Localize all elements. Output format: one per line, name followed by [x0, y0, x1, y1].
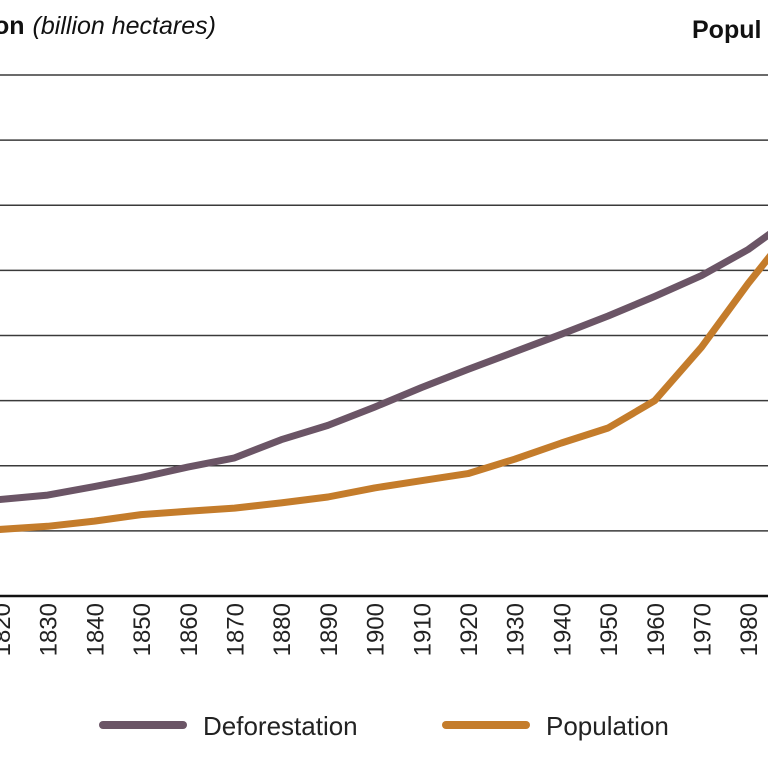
x-tick-label: 1840: [82, 603, 109, 656]
x-tick-label: 1890: [316, 603, 343, 656]
right-axis-title: Popul: [692, 16, 761, 44]
left-axis-title-bold: on: [0, 12, 25, 40]
x-tick-label: 1930: [503, 603, 530, 656]
x-tick-label: 1920: [456, 603, 483, 656]
x-tick-label: 1870: [223, 603, 250, 656]
x-tick-label: 1980: [736, 603, 763, 656]
x-tick-label: 1860: [176, 603, 203, 656]
x-tick-label: 1850: [129, 603, 156, 656]
x-tick-label: 1970: [690, 603, 717, 656]
x-tick-label: 1960: [643, 603, 670, 656]
x-tick-label: 1910: [409, 603, 436, 656]
series-line-population: [0, 252, 768, 533]
series-line-deforestation: [0, 230, 768, 504]
x-tick-label: 1830: [36, 603, 63, 656]
legend-label-population: Population: [546, 711, 669, 741]
x-tick-label: 1900: [363, 603, 390, 656]
left-axis-title: on (billion hectares): [0, 12, 216, 40]
left-axis-title-italic: (billion hectares): [33, 12, 216, 40]
right-axis-title-bold: Popul: [692, 16, 761, 44]
series-lines: [0, 230, 768, 533]
x-tick-label: 1950: [596, 603, 623, 656]
x-tick-label: 1820: [0, 603, 16, 656]
x-axis-tick-labels: 1820 1830 1840 1850 1860 1870 1880 1890 1900 1910…: [0, 603, 763, 656]
x-tick-label: 1940: [549, 603, 576, 656]
legend: Deforestation Population: [99, 711, 669, 741]
gridlines: [0, 74, 768, 598]
x-tick-label: 1880: [269, 603, 296, 656]
legend-label-deforestation: Deforestation: [203, 711, 358, 741]
